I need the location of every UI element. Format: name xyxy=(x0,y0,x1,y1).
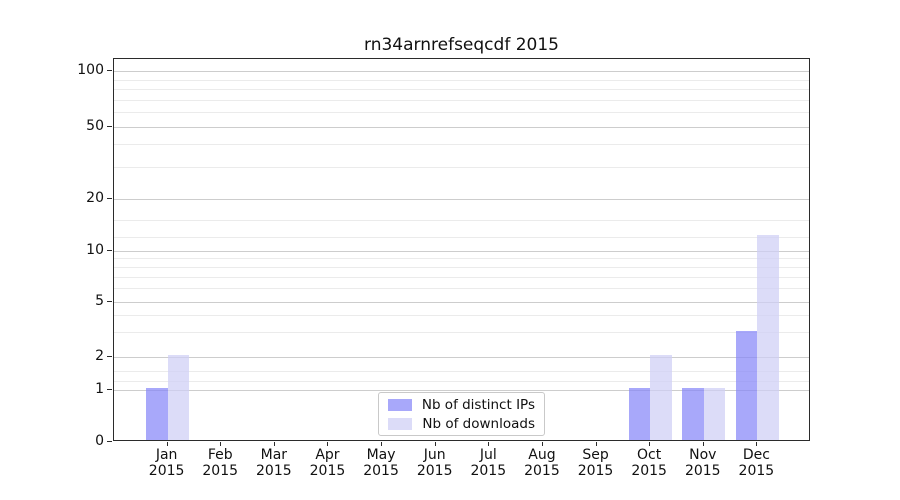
y-gridline-major xyxy=(114,356,809,358)
x-tick-mark xyxy=(595,442,597,446)
y-gridline-minor xyxy=(114,112,809,114)
y-gridline-minor xyxy=(114,288,809,290)
legend-entry-downloads: Nb of downloads xyxy=(388,416,535,432)
y-tick-mark xyxy=(107,249,112,251)
y-gridline-minor xyxy=(114,99,809,101)
y-gridline-major xyxy=(114,198,809,200)
legend-label-distinct-ips: Nb of distinct IPs xyxy=(421,396,535,413)
x-tick-mark xyxy=(220,442,222,446)
y-gridline-minor xyxy=(114,381,809,383)
x-tick-label: Nov 2015 xyxy=(684,447,721,479)
plot-area xyxy=(113,58,810,441)
bar-nb-of-distinct-ips-jan xyxy=(146,388,168,440)
bar-nb-of-downloads-dec xyxy=(757,234,779,440)
x-tick-mark xyxy=(488,442,490,446)
y-tick-mark xyxy=(107,197,112,199)
x-tick-mark xyxy=(381,442,383,446)
y-gridline-major xyxy=(114,71,809,73)
y-tick-mark xyxy=(107,441,112,442)
y-gridline-minor xyxy=(114,166,809,168)
y-gridline-minor xyxy=(114,267,809,269)
y-tick-label: 2 xyxy=(95,347,104,364)
x-tick-mark xyxy=(541,442,543,446)
y-gridline-major xyxy=(114,390,809,391)
y-gridline-minor xyxy=(114,332,809,334)
y-tick-label: 10 xyxy=(86,241,104,258)
legend-label-downloads: Nb of downloads xyxy=(422,415,535,432)
x-tick-mark xyxy=(273,442,275,446)
bar-nb-of-distinct-ips-dec xyxy=(735,330,758,440)
gridlines-layer xyxy=(114,59,809,440)
x-tick-label: Jul 2015 xyxy=(470,447,507,479)
y-gridline-minor xyxy=(114,89,809,91)
y-gridline-minor xyxy=(114,258,809,260)
y-gridline-major xyxy=(114,302,809,303)
x-tick-label: Feb 2015 xyxy=(202,447,239,479)
bar-nb-of-distinct-ips-nov xyxy=(682,388,704,440)
y-tick-mark xyxy=(107,125,112,127)
legend: Nb of distinct IPs Nb of downloads xyxy=(378,392,545,436)
x-tick-mark xyxy=(702,442,704,446)
legend-swatch-distinct-ips xyxy=(388,398,412,411)
y-gridline-minor xyxy=(114,144,809,146)
x-tick-label: Aug 2015 xyxy=(524,447,560,479)
x-tick-mark xyxy=(756,442,758,446)
y-gridline-minor xyxy=(114,370,809,372)
y-tick-label: 100 xyxy=(77,62,104,79)
x-tick-label: Apr 2015 xyxy=(309,447,346,479)
y-tick-label: 0 xyxy=(95,433,104,449)
y-tick-label: 5 xyxy=(95,293,104,309)
y-gridline-minor xyxy=(114,277,809,278)
y-gridline-major xyxy=(114,126,809,128)
x-tick-label: May 2015 xyxy=(363,447,399,479)
legend-entry-distinct-ips: Nb of distinct IPs xyxy=(388,397,535,413)
bar-nb-of-downloads-nov xyxy=(703,388,726,440)
y-gridline-minor xyxy=(114,236,809,238)
x-tick-label: Jan 2015 xyxy=(148,447,185,479)
chart-title: rn34arnrefseqcdf 2015 xyxy=(364,35,559,55)
y-tick-mark xyxy=(107,355,112,357)
bar-nb-of-downloads-jan xyxy=(167,354,190,440)
x-tick-label: Sep 2015 xyxy=(577,447,614,479)
y-tick-label: 50 xyxy=(86,117,104,134)
x-tick-mark xyxy=(434,442,436,446)
x-tick-mark xyxy=(327,442,329,446)
y-gridline-minor xyxy=(114,79,809,81)
y-tick-label: 20 xyxy=(86,189,104,206)
bar-nb-of-distinct-ips-oct xyxy=(628,388,651,440)
y-gridline-major xyxy=(114,250,809,252)
x-tick-label: Dec 2015 xyxy=(738,447,775,479)
x-tick-mark xyxy=(166,442,168,446)
x-tick-label: Jun 2015 xyxy=(416,447,453,479)
y-tick-mark xyxy=(107,389,112,390)
legend-swatch-downloads xyxy=(388,417,413,430)
y-tick-mark xyxy=(107,301,112,302)
x-tick-label: Mar 2015 xyxy=(256,447,292,479)
y-tick-mark xyxy=(107,70,112,72)
y-gridline-minor xyxy=(114,220,809,222)
bars-layer xyxy=(114,59,809,440)
x-tick-label: Oct 2015 xyxy=(631,447,667,479)
y-tick-label: 1 xyxy=(95,381,104,397)
x-tick-mark xyxy=(649,442,651,446)
bar-nb-of-downloads-oct xyxy=(650,354,672,440)
y-gridline-minor xyxy=(114,315,809,317)
